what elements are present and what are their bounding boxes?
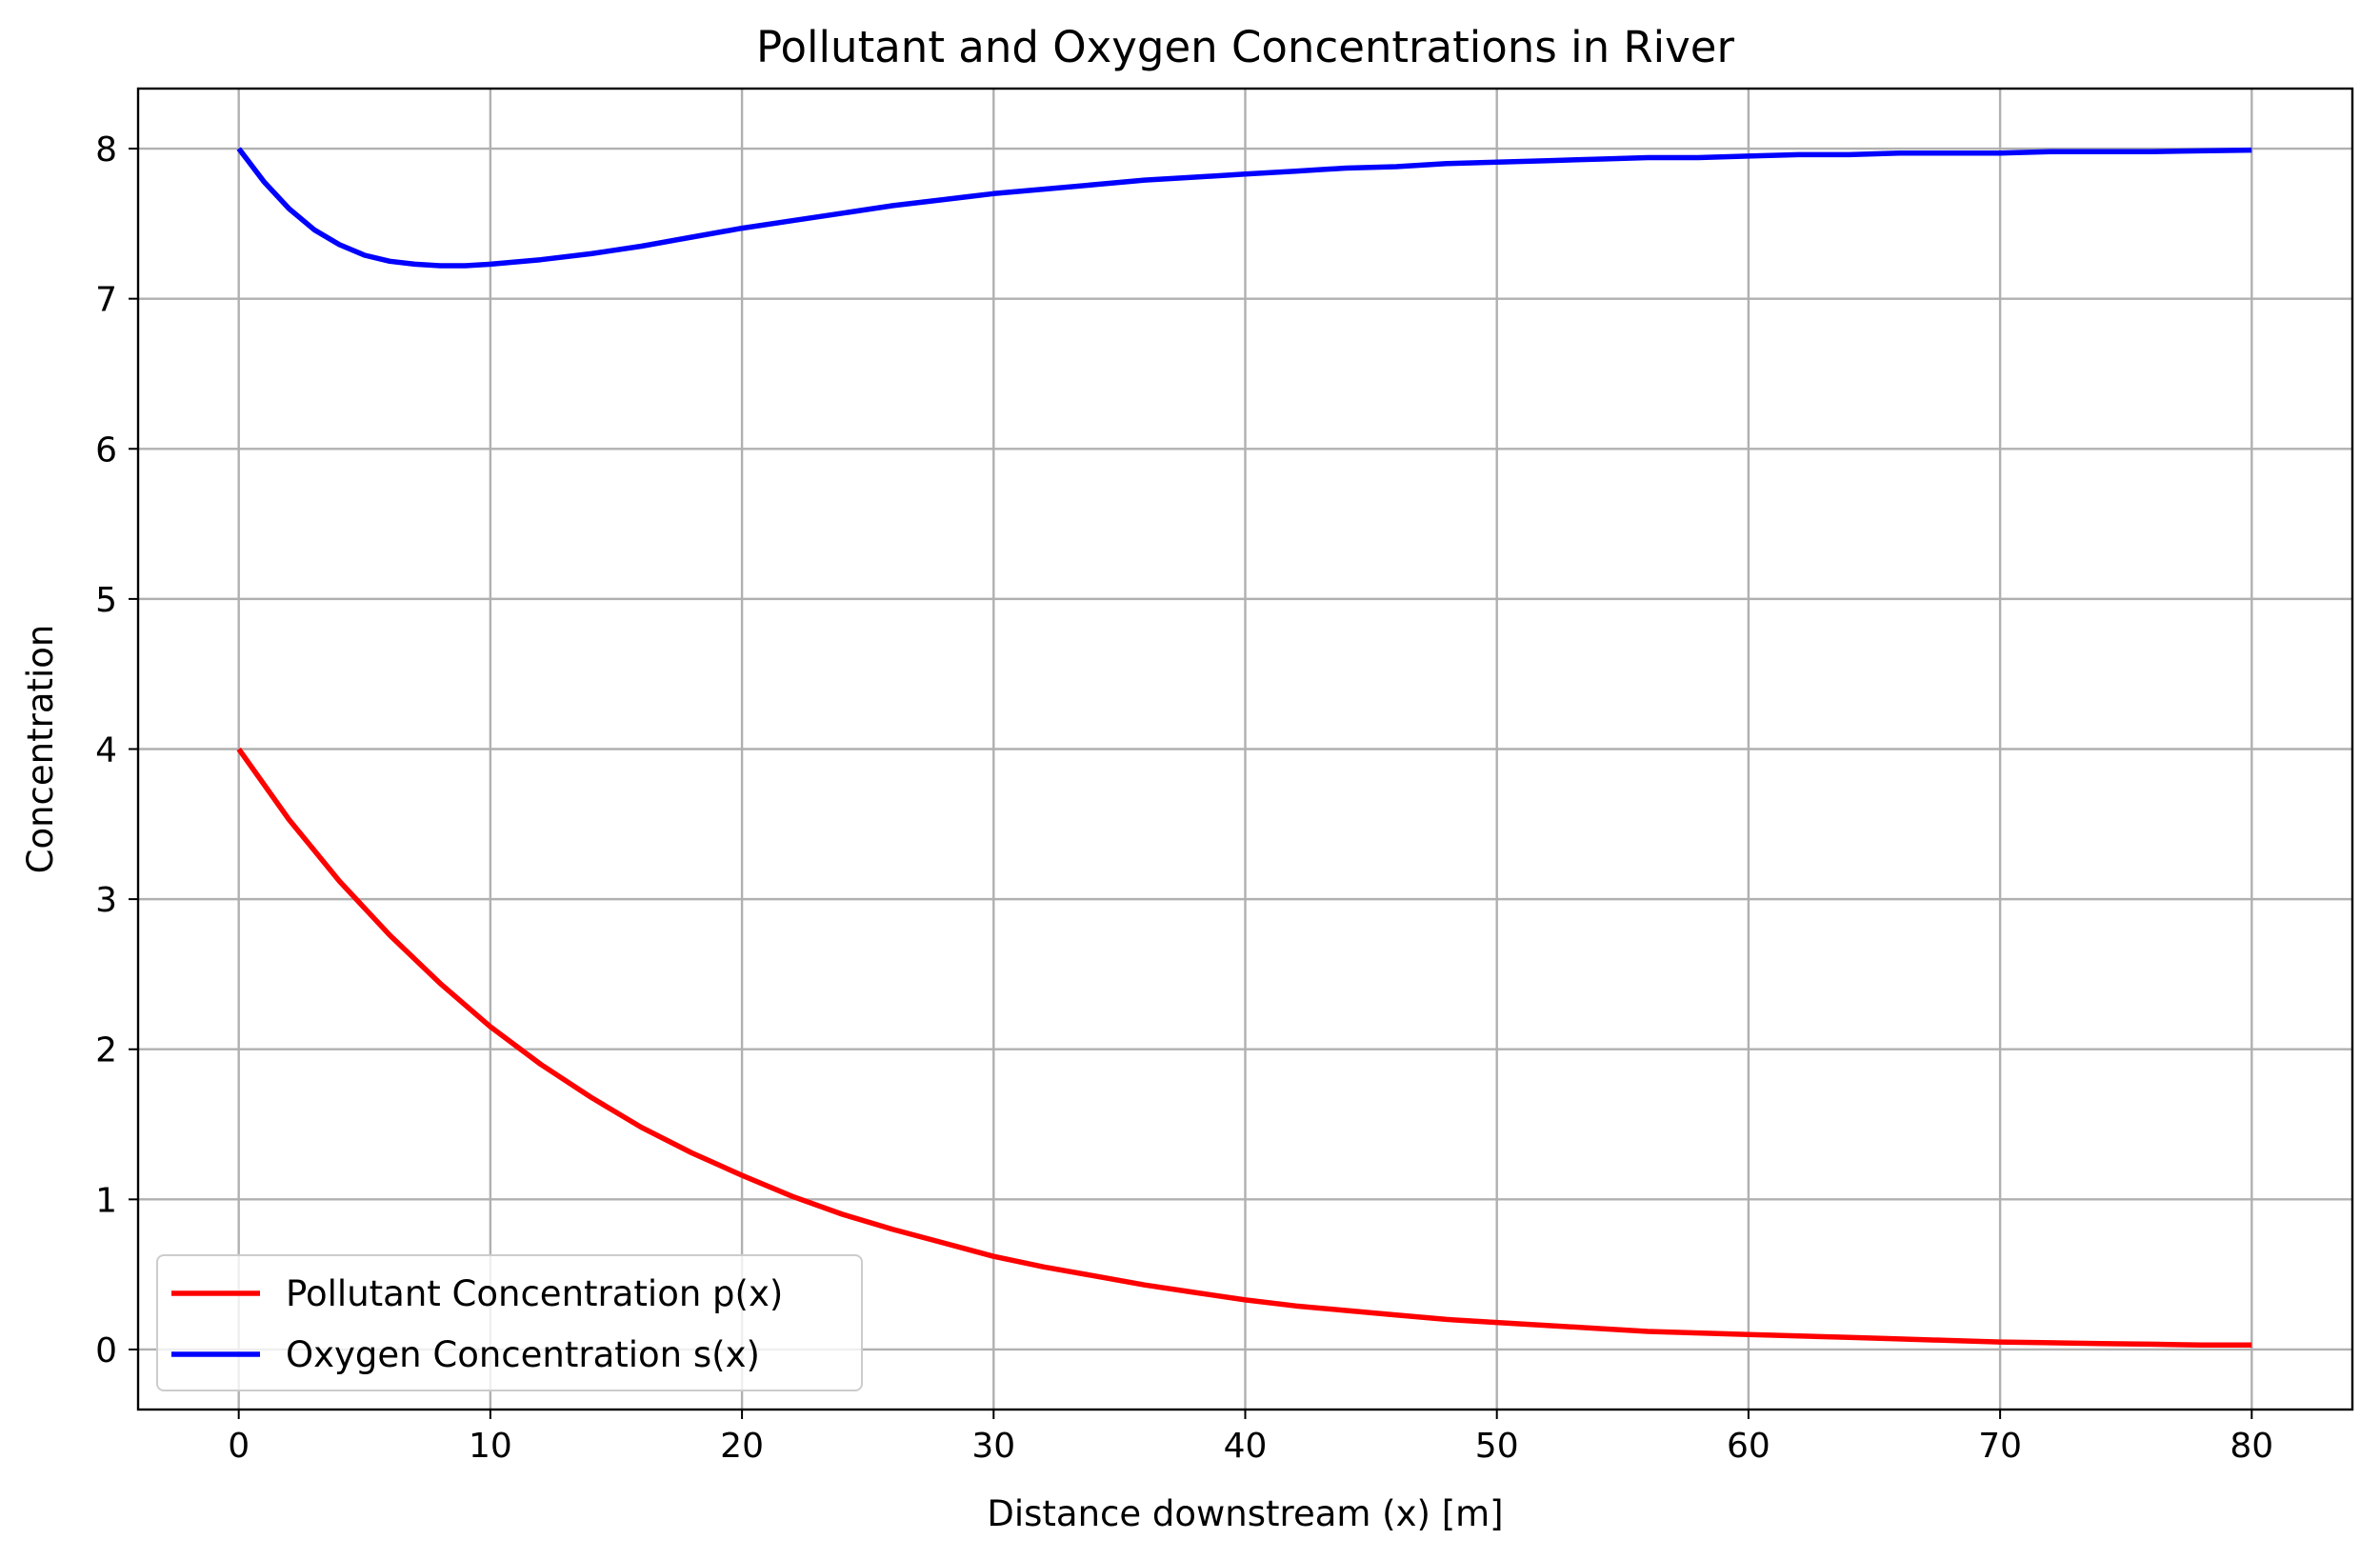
y-tick-label: 4 <box>95 731 117 770</box>
legend-label: Oxygen Concentration s(x) <box>286 1334 760 1375</box>
series-group <box>236 147 2252 1348</box>
x-axis-label: Distance downstream (x) [m] <box>987 1493 1503 1534</box>
x-tick-label: 10 <box>469 1427 512 1466</box>
x-tick-label: 80 <box>2230 1427 2273 1466</box>
y-tick-label: 8 <box>95 130 117 170</box>
y-tick-label: 7 <box>95 281 117 320</box>
y-tick-label: 5 <box>95 581 117 620</box>
x-tick-label: 30 <box>971 1427 1015 1466</box>
y-tick-label: 2 <box>95 1031 117 1070</box>
y-tick-label: 0 <box>95 1331 117 1370</box>
x-tick-label: 40 <box>1224 1427 1268 1466</box>
x-tick-label: 60 <box>1727 1427 1770 1466</box>
series-line-pollutant <box>236 747 2252 1348</box>
x-tick-label: 0 <box>228 1427 250 1466</box>
y-tick-label: 3 <box>95 881 117 920</box>
legend-box <box>156 1254 863 1391</box>
ticks: 0 10 20 30 40 50 60 70 80 0 1 2 3 4 5 6 7 8 <box>95 130 2273 1466</box>
y-tick-label: 6 <box>95 430 117 470</box>
series-line-oxygen <box>236 147 2252 269</box>
x-tick-label: 20 <box>720 1427 764 1466</box>
legend-label: Pollutant Concentration p(x) <box>286 1273 783 1314</box>
legend: Pollutant Concentration p(x) Oxygen Conce… <box>156 1254 863 1391</box>
chart-title: Pollutant and Oxygen Concentrations in R… <box>756 22 1735 72</box>
y-tick-label: 1 <box>95 1181 117 1220</box>
grid <box>138 89 2352 1410</box>
y-axis-label: Concentration <box>20 625 61 874</box>
x-tick-label: 70 <box>1978 1427 2022 1466</box>
x-tick-label: 50 <box>1475 1427 1519 1466</box>
